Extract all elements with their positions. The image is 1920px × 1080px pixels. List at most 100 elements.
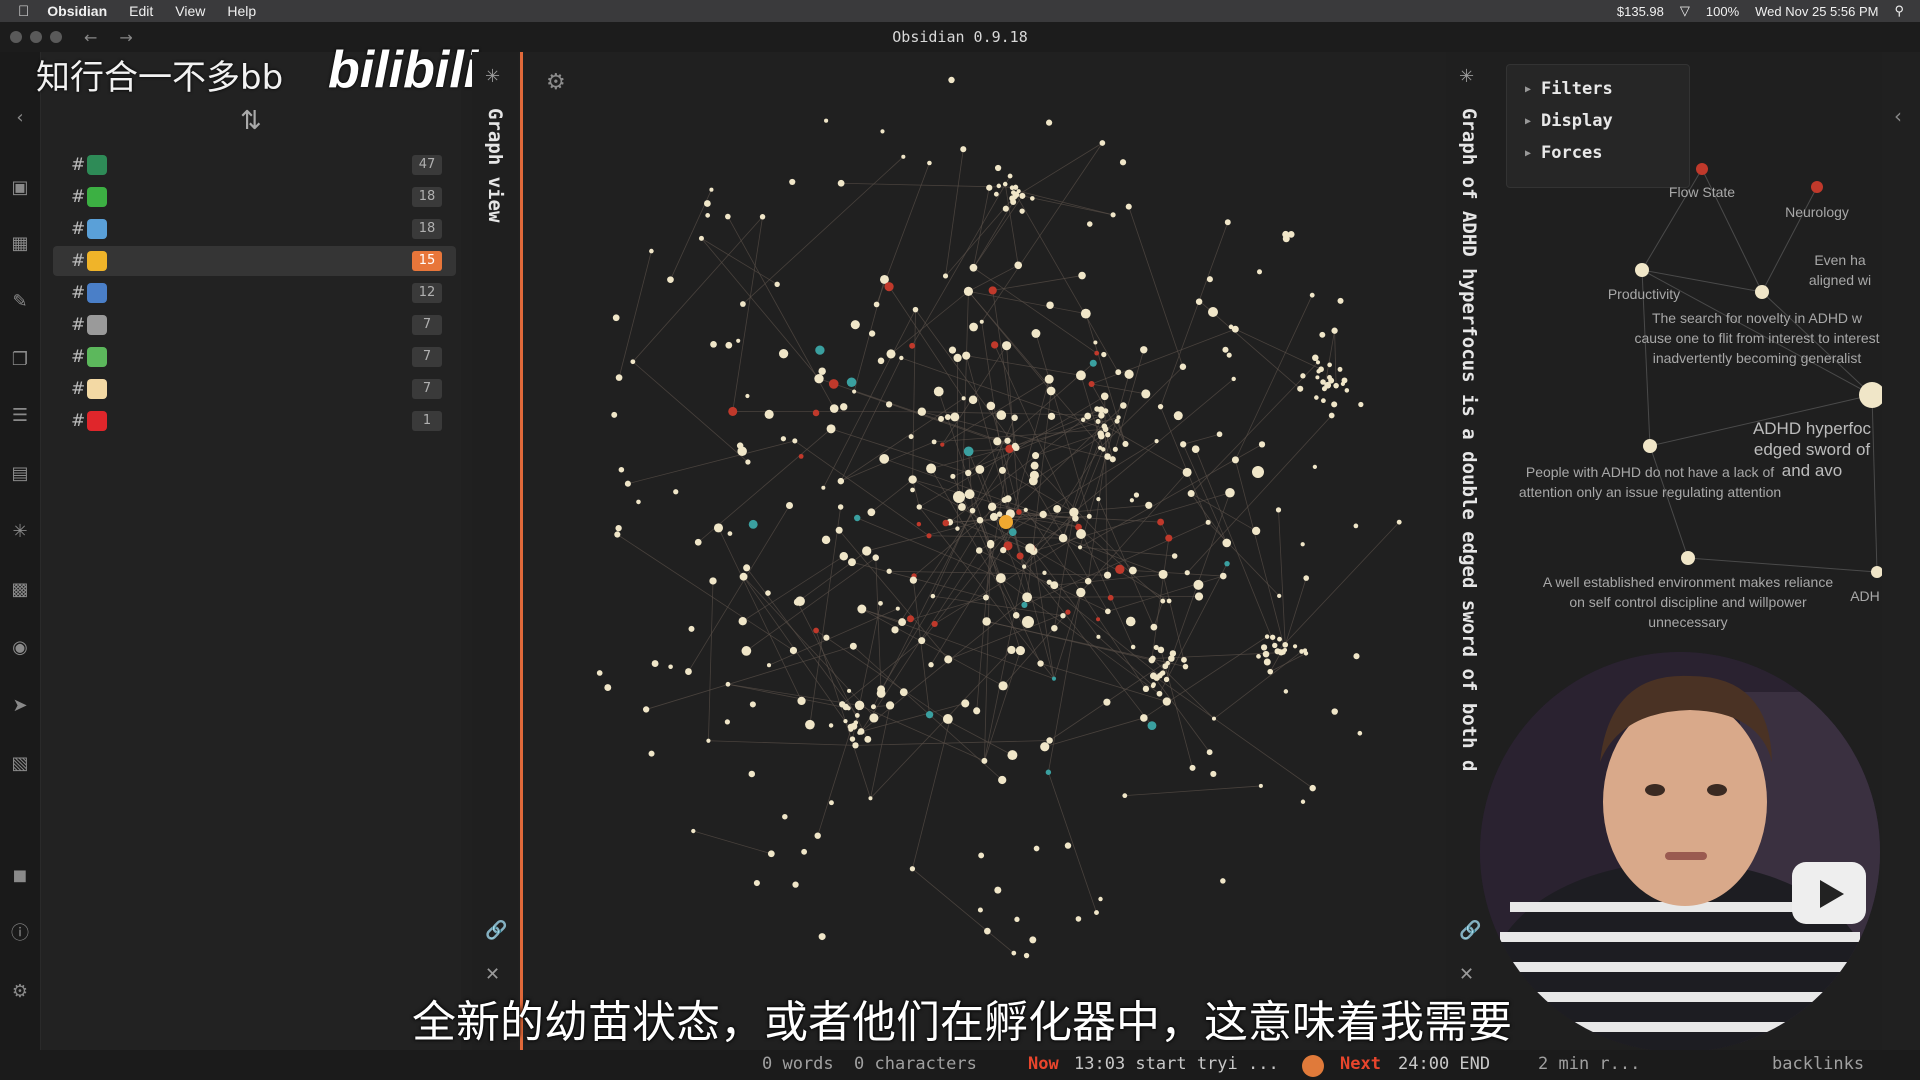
graph-node[interactable] — [1081, 417, 1086, 423]
link-icon[interactable]: 🔗 — [485, 920, 508, 941]
graph-node[interactable] — [1011, 442, 1019, 450]
graph-node[interactable] — [884, 282, 894, 292]
pencil-icon[interactable]: ✎ — [12, 291, 28, 312]
graph-node[interactable] — [1097, 406, 1105, 414]
graph-node[interactable] — [839, 551, 849, 561]
graph-node[interactable] — [1046, 386, 1056, 396]
graph-node[interactable] — [986, 401, 996, 411]
graph-node[interactable] — [765, 590, 771, 596]
graph-node[interactable] — [1274, 648, 1281, 655]
graph-node[interactable] — [1163, 676, 1170, 683]
graph-node[interactable] — [931, 439, 937, 445]
graph-node[interactable] — [818, 933, 826, 941]
graph-node[interactable] — [998, 466, 1006, 474]
graph-node[interactable] — [847, 688, 852, 693]
close-window-button[interactable] — [10, 31, 22, 43]
forces-toggle[interactable]: ▶ Forces — [1525, 143, 1602, 163]
graph-node[interactable] — [926, 463, 937, 474]
graph-node[interactable] — [916, 521, 922, 527]
graph-node[interactable] — [1030, 196, 1035, 201]
close-icon[interactable]: ✕ — [485, 964, 501, 985]
back-arrow-icon[interactable]: ← — [84, 27, 98, 47]
next-text[interactable]: 24:00 END — [1398, 1054, 1491, 1074]
graph-node[interactable] — [948, 346, 957, 354]
graph-node[interactable] — [854, 700, 865, 711]
graph-node[interactable] — [1016, 509, 1022, 515]
graph-node[interactable] — [1014, 261, 1023, 270]
graph-node[interactable] — [1205, 519, 1211, 525]
camera-icon[interactable]: ◼ — [12, 865, 28, 886]
graph-node[interactable] — [1103, 571, 1112, 579]
graph-node[interactable] — [1046, 119, 1053, 126]
graph-node[interactable] — [1007, 750, 1018, 761]
graph-node[interactable] — [612, 314, 620, 322]
graph-node[interactable] — [1157, 672, 1163, 679]
graph-node[interactable] — [1029, 936, 1037, 944]
graph-node[interactable] — [596, 670, 603, 676]
graph-node[interactable] — [910, 487, 915, 493]
graph-node[interactable] — [691, 828, 696, 834]
graph-node[interactable] — [1324, 381, 1332, 389]
graph-node[interactable] — [1058, 533, 1068, 543]
graph-node[interactable] — [1084, 577, 1092, 585]
graph-node-large[interactable] — [1208, 307, 1218, 317]
graph-node[interactable] — [1282, 235, 1290, 243]
graph-node[interactable] — [925, 710, 934, 719]
graph-node[interactable] — [1050, 581, 1059, 590]
graph-canvas[interactable] — [523, 52, 1444, 1050]
graph-node[interactable] — [1157, 403, 1164, 410]
graph-node[interactable] — [713, 523, 724, 533]
sort-icon[interactable]: ⇅ — [240, 106, 262, 136]
graph-nodes[interactable] — [596, 76, 1402, 959]
layout-icon[interactable]: ▧ — [11, 753, 29, 774]
graph-node[interactable] — [944, 655, 953, 664]
graph-node[interactable] — [854, 713, 860, 718]
local-graph-node[interactable] — [1811, 181, 1823, 193]
node-label-even-ha[interactable]: Even ha aligned wi — [1808, 252, 1872, 288]
graph-node[interactable] — [1314, 395, 1319, 400]
graph-node[interactable] — [994, 886, 1002, 894]
graph-node[interactable] — [849, 642, 857, 650]
node-label-adhd-hyperfocus[interactable]: ADHD hyperfoc edged sword of and avo — [1752, 419, 1872, 480]
graph-node[interactable] — [1104, 453, 1111, 460]
graph-node[interactable] — [618, 466, 625, 473]
graph-node[interactable] — [909, 866, 916, 872]
graph-node[interactable] — [1320, 398, 1326, 404]
graph-node[interactable] — [668, 664, 673, 670]
graph-node[interactable] — [1099, 140, 1106, 146]
graph-node[interactable] — [996, 183, 1002, 189]
graph-svg[interactable] — [523, 52, 1444, 1050]
graph-node[interactable] — [1122, 793, 1128, 799]
graph-node[interactable] — [1080, 308, 1091, 319]
graph-node[interactable] — [871, 713, 878, 720]
graph-node[interactable] — [710, 340, 717, 348]
graph-node[interactable] — [870, 704, 876, 710]
graph-node[interactable] — [1303, 575, 1310, 581]
graph-node[interactable] — [864, 735, 872, 743]
node-label-environment[interactable]: A well established environment makes rel… — [1542, 574, 1834, 630]
graph-node[interactable] — [805, 719, 815, 730]
graph-node[interactable] — [962, 351, 971, 360]
graph-node[interactable] — [886, 568, 892, 574]
graph-node[interactable] — [725, 681, 731, 687]
graph-node[interactable] — [1337, 297, 1344, 304]
graph-node[interactable] — [828, 379, 839, 389]
graph-node[interactable] — [1140, 714, 1148, 722]
graph-node[interactable] — [1004, 437, 1011, 444]
graph-node[interactable] — [986, 184, 993, 191]
forward-arrow-icon[interactable]: → — [119, 27, 133, 47]
graph-node[interactable] — [1115, 564, 1125, 574]
graph-node[interactable] — [1191, 445, 1200, 454]
graph-node[interactable] — [1015, 646, 1025, 656]
graph-node[interactable] — [1331, 708, 1338, 715]
local-graph-svg[interactable] — [1492, 52, 1885, 1050]
display-toggle[interactable]: ▶ Display — [1525, 111, 1613, 131]
graph-node-large[interactable] — [953, 491, 965, 503]
graph-node[interactable] — [782, 813, 788, 820]
backlinks-count[interactable]: backlinks — [1772, 1054, 1865, 1074]
random-note-icon[interactable]: ▣ — [11, 177, 29, 198]
graph-node[interactable] — [1023, 952, 1030, 959]
tag-row[interactable]: #15 — [53, 246, 456, 276]
graph-node[interactable] — [880, 275, 889, 284]
graph-node[interactable] — [1095, 419, 1101, 424]
